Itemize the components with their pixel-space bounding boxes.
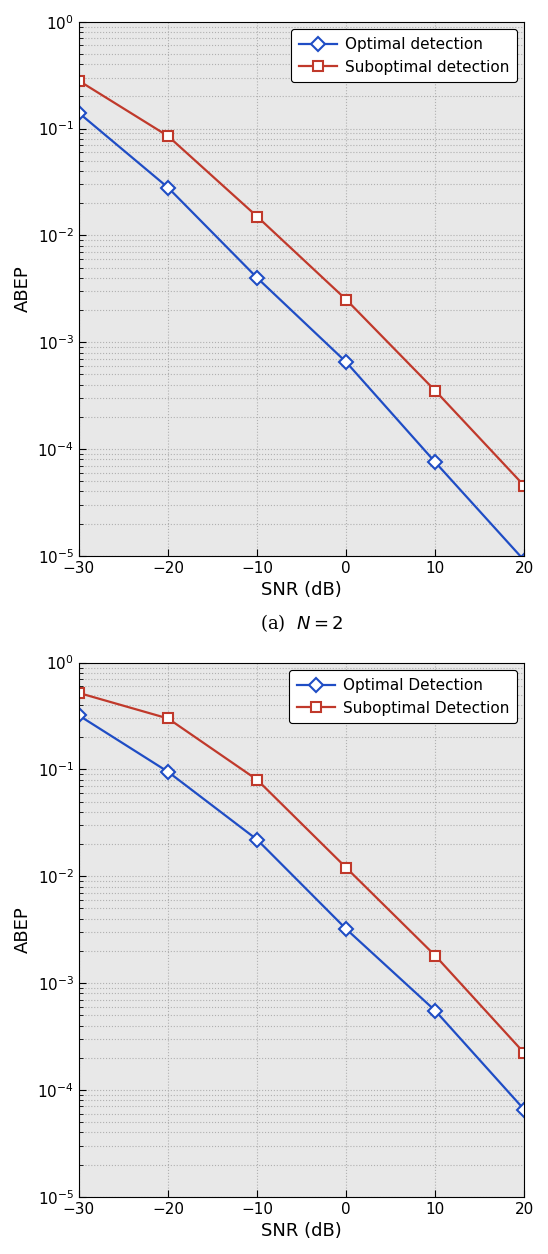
Optimal Detection bbox=[254, 833, 260, 848]
Suboptimal Detection bbox=[432, 948, 438, 963]
Optimal detection bbox=[76, 105, 82, 120]
Optimal detection bbox=[521, 553, 528, 568]
Y-axis label: ABEP: ABEP bbox=[14, 907, 32, 953]
Suboptimal detection bbox=[254, 209, 260, 224]
Optimal Detection bbox=[165, 764, 172, 779]
Y-axis label: ABEP: ABEP bbox=[14, 266, 32, 312]
Optimal Detection bbox=[343, 922, 350, 937]
Line: Suboptimal Detection: Suboptimal Detection bbox=[74, 688, 529, 1058]
Line: Optimal Detection: Optimal Detection bbox=[74, 711, 529, 1115]
Optimal detection bbox=[343, 355, 350, 370]
Suboptimal Detection bbox=[254, 772, 260, 788]
Optimal Detection bbox=[432, 1003, 438, 1018]
Optimal Detection bbox=[521, 1102, 528, 1117]
Legend: Optimal Detection, Suboptimal Detection: Optimal Detection, Suboptimal Detection bbox=[289, 671, 517, 724]
Suboptimal Detection bbox=[521, 1046, 528, 1061]
Text: (a)  $N = 2$: (a) $N = 2$ bbox=[260, 612, 344, 635]
Legend: Optimal detection, Suboptimal detection: Optimal detection, Suboptimal detection bbox=[292, 29, 517, 83]
Suboptimal Detection bbox=[343, 860, 350, 875]
Optimal detection bbox=[165, 181, 172, 196]
X-axis label: SNR (dB): SNR (dB) bbox=[261, 1223, 342, 1240]
Suboptimal detection bbox=[432, 384, 438, 399]
Suboptimal detection bbox=[343, 292, 350, 307]
Suboptimal detection bbox=[521, 479, 528, 494]
Optimal detection bbox=[432, 455, 438, 470]
Suboptimal detection bbox=[165, 129, 172, 144]
X-axis label: SNR (dB): SNR (dB) bbox=[261, 581, 342, 599]
Line: Optimal detection: Optimal detection bbox=[74, 108, 529, 566]
Suboptimal detection bbox=[76, 73, 82, 88]
Optimal detection bbox=[254, 271, 260, 286]
Suboptimal Detection bbox=[76, 686, 82, 701]
Line: Suboptimal detection: Suboptimal detection bbox=[74, 76, 529, 490]
Suboptimal Detection bbox=[165, 711, 172, 726]
Optimal Detection bbox=[76, 709, 82, 724]
